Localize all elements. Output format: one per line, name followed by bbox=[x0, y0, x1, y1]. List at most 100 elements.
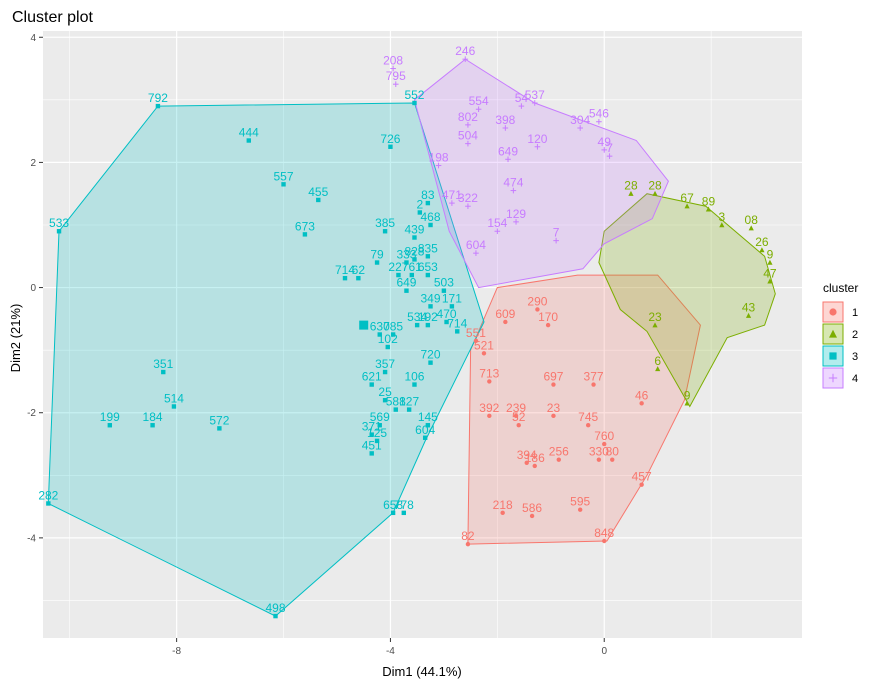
cluster-3-point-label: 199 bbox=[100, 410, 120, 424]
cluster-3-point bbox=[455, 329, 460, 334]
cluster-3-point-label: 468 bbox=[421, 210, 441, 224]
cluster-3-point bbox=[161, 369, 166, 375]
cluster-3-point bbox=[171, 404, 177, 409]
cluster-4-point-label: 322 bbox=[458, 191, 478, 205]
cluster-1-point bbox=[602, 441, 607, 447]
cluster-3-point-label: 470 bbox=[437, 307, 457, 321]
cluster-3-point-label: 714 bbox=[447, 316, 467, 330]
cluster-3-point-label: 62 bbox=[352, 263, 366, 277]
cluster-4-point-label: 398 bbox=[495, 113, 515, 127]
cluster-3-point-label: 145 bbox=[418, 410, 438, 424]
cluster-2-point-label: 9 bbox=[767, 248, 774, 262]
x-tick-label: -8 bbox=[172, 646, 181, 657]
cluster-1-point-label: 848 bbox=[594, 526, 614, 540]
cluster-1-point bbox=[500, 510, 505, 516]
cluster-3-point-label: 552 bbox=[404, 88, 424, 102]
cluster-2-point-label: 67 bbox=[680, 191, 694, 205]
cluster-3-point-label: 572 bbox=[209, 413, 229, 427]
cluster-3-point-label: 714 bbox=[335, 263, 355, 277]
cluster-1-point-label: 394 bbox=[517, 448, 537, 462]
cluster-1-point bbox=[577, 507, 583, 512]
cluster-3-point-label: 451 bbox=[362, 438, 382, 452]
cluster-3-point-label: 125 bbox=[367, 426, 387, 440]
cluster-3-point bbox=[404, 288, 409, 293]
cluster-3-point-label: 171 bbox=[442, 291, 462, 305]
cluster-3-point-label: 371 bbox=[362, 420, 382, 434]
cluster-4-point bbox=[449, 200, 455, 206]
cluster-3-point bbox=[449, 304, 455, 309]
panel-background bbox=[43, 31, 802, 638]
legend: cluster 1 2 3 4 bbox=[822, 281, 858, 389]
y-axis-title: Dim2 (21%) bbox=[8, 304, 23, 373]
cluster-3-point-label: 2 bbox=[416, 197, 423, 211]
cluster-3-point-label: 333 bbox=[396, 248, 416, 262]
cluster-3-point bbox=[390, 332, 396, 337]
cluster-2-point-label: 43 bbox=[742, 301, 756, 315]
cluster-3-point-label: 761 bbox=[402, 260, 422, 274]
cluster-1-point bbox=[639, 401, 644, 406]
cluster-1-point-label: 290 bbox=[527, 294, 547, 308]
x-tick-label: -4 bbox=[386, 646, 395, 657]
cluster-3-point-label: 726 bbox=[380, 132, 400, 146]
cluster-2-point-label: 26 bbox=[755, 235, 769, 249]
cluster-4-point-label: 120 bbox=[527, 132, 547, 146]
cluster-1-point bbox=[516, 423, 521, 428]
cluster-3-point bbox=[369, 382, 374, 387]
cluster-3-point-label: 827 bbox=[399, 395, 419, 409]
cluster-1-point-label: 82 bbox=[461, 529, 475, 543]
cluster-3-point bbox=[406, 407, 412, 412]
cluster-3-point bbox=[382, 398, 388, 403]
cluster-1-point-label: 457 bbox=[632, 470, 652, 484]
cluster-3-point bbox=[417, 210, 423, 215]
cluster-3-point-label: 351 bbox=[153, 357, 173, 371]
cluster-2-point-label: 3 bbox=[718, 210, 725, 224]
cluster-1-point bbox=[529, 513, 535, 519]
cluster-1-point bbox=[585, 423, 591, 428]
cluster-1-point-label: 595 bbox=[570, 495, 590, 509]
cluster-2-point bbox=[652, 322, 658, 328]
cluster-3-point bbox=[374, 260, 380, 265]
cluster-1-point bbox=[487, 413, 492, 419]
cluster-3-point bbox=[374, 438, 380, 444]
cluster-3-point-label: 653 bbox=[418, 260, 438, 274]
cluster-3-hull bbox=[47, 102, 485, 617]
cluster-3-point-label: 673 bbox=[295, 219, 315, 233]
cluster-3-point bbox=[155, 103, 161, 109]
cluster-3-point bbox=[404, 260, 409, 265]
cluster-1-point-label: 256 bbox=[549, 445, 569, 459]
cluster-1-point-label: 609 bbox=[495, 307, 515, 321]
cluster-3-point bbox=[422, 435, 428, 440]
plot-panel bbox=[43, 31, 802, 638]
cluster-2-point-label: 47 bbox=[763, 266, 777, 280]
cluster-3-point bbox=[409, 272, 415, 278]
cluster-3-point-label: 514 bbox=[164, 391, 184, 405]
cluster-3-point bbox=[393, 407, 398, 412]
cluster-4-point-label: 554 bbox=[469, 94, 489, 108]
cluster-3-point bbox=[412, 257, 417, 262]
cluster-4-point bbox=[502, 125, 509, 131]
cluster-4-point-label: 471 bbox=[442, 188, 462, 202]
cluster-4-point bbox=[513, 219, 519, 225]
cluster-3-point-label: 444 bbox=[239, 126, 259, 140]
cluster-1-point-label: 330 bbox=[589, 445, 609, 459]
cluster-3-point-label: 792 bbox=[148, 91, 168, 105]
cluster-4-point bbox=[465, 122, 471, 128]
cluster-1-point-label: 170 bbox=[538, 310, 558, 324]
cluster-4-point bbox=[392, 81, 399, 87]
cluster-1-point bbox=[524, 460, 529, 465]
cluster-1-point-label: 551 bbox=[466, 326, 486, 340]
cluster-4-point-label: 604 bbox=[466, 238, 486, 252]
cluster-2-point bbox=[628, 190, 634, 196]
cluster-3-point bbox=[107, 423, 113, 428]
cluster-3-point-label: 385 bbox=[375, 216, 395, 230]
cluster-3-point bbox=[412, 382, 417, 387]
cluster-2-point bbox=[767, 259, 773, 265]
cluster-3-point-label: 102 bbox=[378, 332, 398, 346]
cluster-2-point bbox=[705, 206, 712, 212]
cluster-3-point-label: 498 bbox=[265, 601, 285, 615]
cluster-3-point-label: 184 bbox=[143, 410, 163, 424]
legend-label-2: 2 bbox=[852, 329, 858, 341]
cluster-2-point-label: 23 bbox=[648, 310, 662, 324]
cluster-2-hull bbox=[598, 193, 776, 408]
cluster-3-point-label: 720 bbox=[421, 348, 441, 362]
